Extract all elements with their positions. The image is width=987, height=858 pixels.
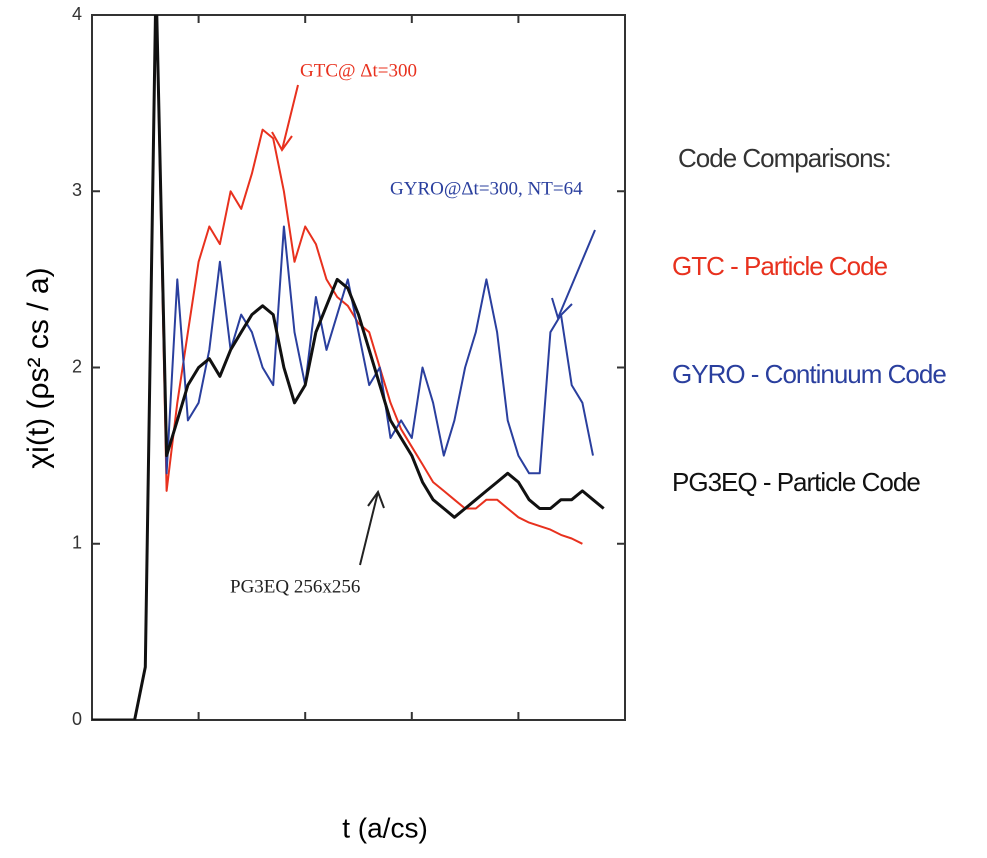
legend-entry: GYRO - Continuum Code: [672, 359, 946, 389]
arrows: [271, 84, 596, 566]
legend: GTC - Particle Code GYRO - Continuum Code…: [672, 251, 947, 497]
lines: [92, 15, 605, 720]
y-tick-label: 3: [72, 180, 82, 200]
annotation: GYRO@Δt=300, NT=64: [390, 178, 583, 199]
annotation: PG3EQ 256x256: [230, 576, 360, 597]
y-tick-label: 4: [72, 4, 82, 24]
legend-entry: PG3EQ - Particle Code: [672, 467, 920, 497]
legend-title: Code Comparisons:: [678, 143, 891, 173]
y-tick-label: 0: [72, 709, 82, 729]
x-axis-label: t (a/cs): [342, 812, 428, 843]
y-axis-label: χi(t) (ρs² cs / a): [22, 267, 55, 468]
y-tick-label: 1: [72, 533, 82, 553]
annotation: GTC@ Δt=300: [300, 60, 417, 81]
series-line: [92, 15, 605, 720]
legend-entry: GTC - Particle Code: [672, 251, 888, 281]
series-line: [92, 15, 594, 720]
y-tick-label: 2: [72, 356, 82, 376]
